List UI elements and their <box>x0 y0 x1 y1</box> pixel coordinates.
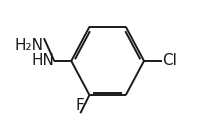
Text: HN: HN <box>31 53 54 68</box>
Text: F: F <box>76 98 85 113</box>
Text: Cl: Cl <box>162 53 177 68</box>
Text: H₂N: H₂N <box>15 38 44 53</box>
